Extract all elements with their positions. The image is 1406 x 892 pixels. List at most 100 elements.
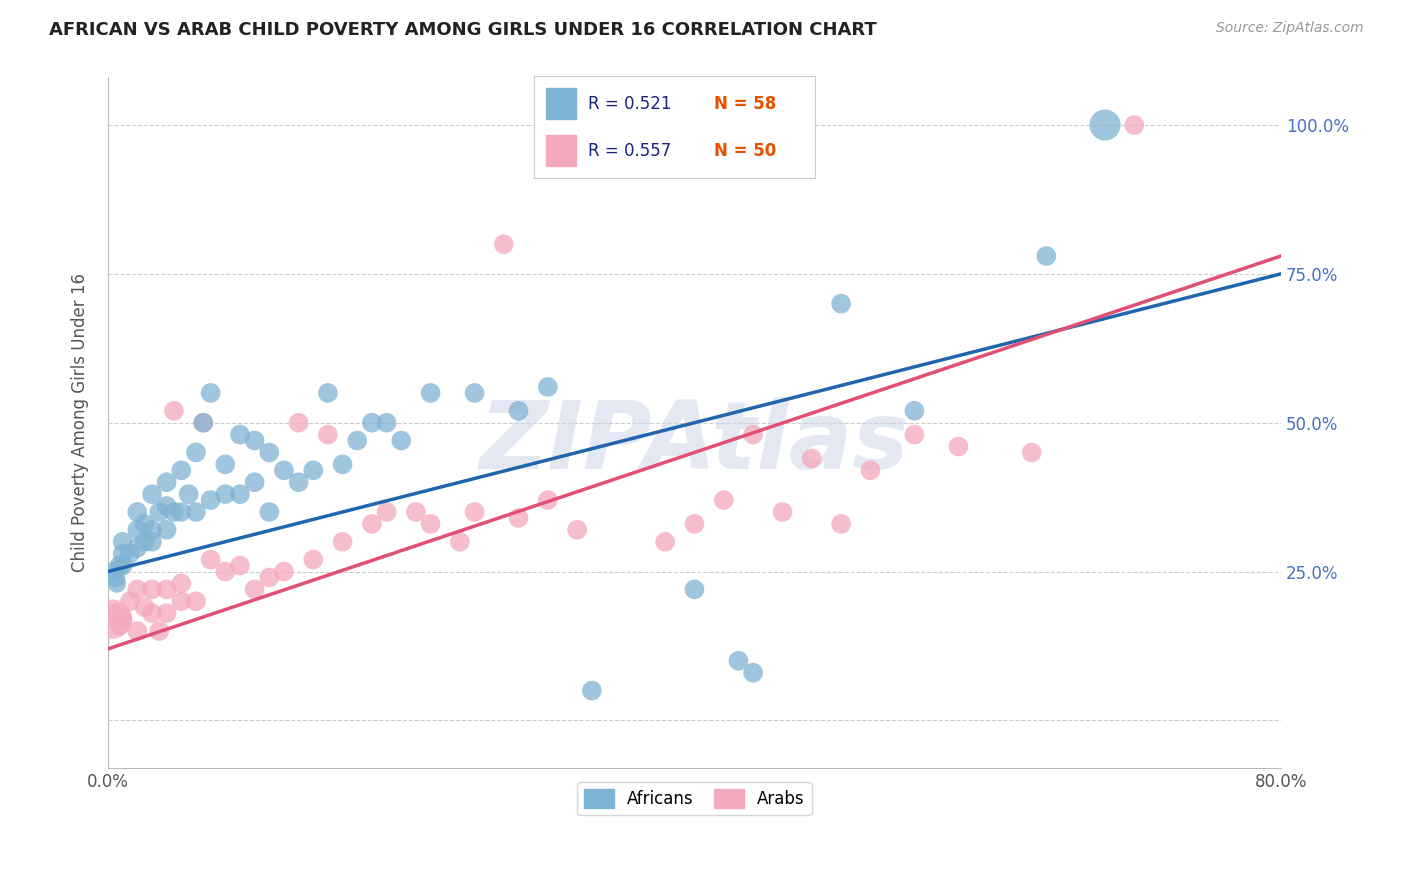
Point	[859, 463, 882, 477]
Point	[127, 523, 149, 537]
Y-axis label: Child Poverty Among Girls Under 16: Child Poverty Among Girls Under 16	[72, 273, 89, 572]
Text: R = 0.557: R = 0.557	[588, 142, 671, 160]
Point	[184, 505, 207, 519]
Point	[229, 558, 252, 573]
Point	[105, 576, 128, 591]
Point	[111, 558, 134, 573]
Point	[156, 523, 179, 537]
Point	[259, 505, 281, 519]
Point	[104, 570, 127, 584]
Point	[229, 487, 252, 501]
Point	[287, 475, 309, 490]
Point	[118, 547, 141, 561]
Point	[273, 565, 295, 579]
Point	[214, 487, 236, 501]
Point	[170, 594, 193, 608]
Text: Source: ZipAtlas.com: Source: ZipAtlas.com	[1216, 21, 1364, 36]
Point	[800, 451, 823, 466]
Point	[200, 493, 222, 508]
Point	[127, 624, 149, 638]
Point	[273, 463, 295, 477]
Point	[177, 487, 200, 501]
Point	[405, 505, 427, 519]
Point	[302, 552, 325, 566]
Legend: Africans, Arabs: Africans, Arabs	[578, 782, 811, 815]
Point	[163, 404, 186, 418]
Point	[184, 445, 207, 459]
Point	[111, 612, 134, 626]
Point	[193, 416, 215, 430]
Text: R = 0.521: R = 0.521	[588, 95, 671, 112]
Point	[141, 582, 163, 597]
Point	[332, 534, 354, 549]
Point	[581, 683, 603, 698]
Point	[243, 434, 266, 448]
Point	[101, 612, 124, 626]
Point	[243, 475, 266, 490]
Text: N = 50: N = 50	[714, 142, 776, 160]
Point	[214, 458, 236, 472]
Point	[170, 505, 193, 519]
Point	[163, 505, 186, 519]
Point	[101, 565, 124, 579]
Point	[508, 404, 530, 418]
Point	[170, 576, 193, 591]
Point	[830, 296, 852, 310]
Bar	[546, 136, 576, 166]
Point	[742, 427, 765, 442]
Point	[141, 487, 163, 501]
Point	[200, 552, 222, 566]
Point	[537, 493, 560, 508]
Point	[111, 534, 134, 549]
Point	[742, 665, 765, 680]
Point	[361, 516, 384, 531]
Point	[654, 534, 676, 549]
Point	[134, 516, 156, 531]
Point	[193, 416, 215, 430]
Point	[214, 565, 236, 579]
Point	[1094, 118, 1116, 132]
Point	[184, 594, 207, 608]
Point	[127, 505, 149, 519]
Point	[508, 511, 530, 525]
Point	[134, 534, 156, 549]
Point	[389, 434, 412, 448]
Point	[200, 386, 222, 401]
Text: AFRICAN VS ARAB CHILD POVERTY AMONG GIRLS UNDER 16 CORRELATION CHART: AFRICAN VS ARAB CHILD POVERTY AMONG GIRL…	[49, 21, 877, 39]
Point	[449, 534, 471, 549]
Point	[259, 570, 281, 584]
Point	[108, 558, 131, 573]
Point	[316, 386, 339, 401]
Point	[361, 416, 384, 430]
Point	[683, 516, 706, 531]
Point	[127, 582, 149, 597]
Point	[727, 654, 749, 668]
Point	[141, 606, 163, 620]
Point	[118, 594, 141, 608]
Point	[148, 624, 170, 638]
Point	[141, 523, 163, 537]
Text: N = 58: N = 58	[714, 95, 776, 112]
Point	[713, 493, 735, 508]
Point	[567, 523, 589, 537]
Point	[170, 463, 193, 477]
Point	[332, 458, 354, 472]
Point	[464, 505, 486, 519]
Point	[1021, 445, 1043, 459]
Point	[156, 499, 179, 513]
Point	[156, 475, 179, 490]
Point	[830, 516, 852, 531]
Point	[287, 416, 309, 430]
Point	[948, 440, 970, 454]
Point	[111, 547, 134, 561]
Point	[134, 600, 156, 615]
Point	[375, 416, 398, 430]
Point	[108, 618, 131, 632]
Point	[259, 445, 281, 459]
Point	[419, 386, 441, 401]
Point	[156, 582, 179, 597]
Point	[903, 404, 925, 418]
Text: ZIPAtlas: ZIPAtlas	[479, 398, 910, 490]
Point	[127, 541, 149, 555]
Point	[148, 505, 170, 519]
